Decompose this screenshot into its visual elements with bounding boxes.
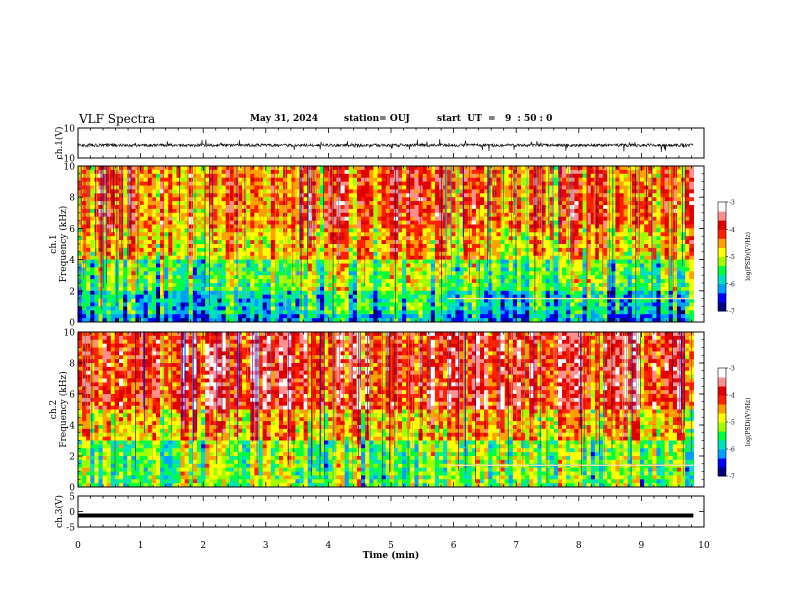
ch2-spectrogram-panel: 0 2 4 6 8 10 ch.2Frequency (kHz)	[49, 329, 705, 494]
xtick-label-1: 1	[138, 541, 144, 551]
ch2-colorbar: -3 -4 -5 -6 -7 log(PSD)(V²/Hz)	[717, 366, 752, 481]
ch1-colorbar-tick-3: -6	[729, 281, 735, 288]
ch1-colorbar: -3 -4 -5 -6 -7 log(PSD)(V²/Hz)	[717, 200, 752, 316]
xtick-label-3: 3	[263, 541, 269, 551]
xtick-label-5: 5	[388, 541, 394, 551]
ch1-spectrogram-ytick-1: 2	[69, 287, 75, 297]
ch1-colorbar-label: log(PSD)(V²/Hz)	[745, 232, 752, 281]
ch2-spectrogram-ytick-3: 6	[69, 391, 75, 401]
ch2-colorbar-tick-1: -4	[729, 393, 735, 400]
ch1-waveform-ylabel: ch.1(V)	[54, 127, 65, 160]
ch1-spectrogram-ytick-3: 6	[69, 225, 75, 235]
ch2-colorbar-tick-3: -6	[729, 447, 735, 454]
ch3-waveform-ytick-2: -5	[66, 524, 75, 534]
xtick-label-7: 7	[513, 541, 519, 551]
xtick-label-2: 2	[200, 541, 206, 551]
ch1-spectrogram-ytick-0: 0	[69, 319, 75, 329]
xtick-label-10: 10	[698, 541, 710, 551]
ch1-spectrogram-ytick-2: 4	[69, 256, 75, 266]
ch1-spectrogram-panel: 0 2 4 6 8 10 ch.1Frequency (kHz)	[49, 163, 705, 329]
ch1-spectrogram-ylabel: ch.1Frequency (kHz)	[49, 206, 69, 283]
ch1-colorbar-tick-0: -3	[729, 200, 735, 207]
ch1-spectrogram-ytick-4: 8	[69, 194, 75, 204]
ch1-colorbar-tick-2: -5	[729, 254, 735, 261]
xtick-label-0: 0	[75, 541, 81, 551]
ch3-waveform-ylabel: ch.3(V)	[54, 495, 65, 528]
x-axis-label: Time (min)	[363, 550, 420, 561]
ch1-spectrogram-ytick-5: 10	[64, 163, 76, 173]
ch2-colorbar-tick-4: -7	[729, 474, 735, 481]
ch1-spectrogram-image	[78, 166, 694, 322]
ch2-colorbar-label: log(PSD)(V²/Hz)	[745, 398, 752, 447]
ch1-waveform-line	[78, 139, 694, 152]
ch1-waveform-ytick-1: -10	[61, 155, 76, 165]
ch2-spectrogram-image	[78, 332, 694, 487]
ch3-waveform-ytick-0: 5	[69, 493, 75, 503]
ch3-waveform-panel: 5 0 -5ch.3(V)	[54, 493, 705, 534]
chart-start-time: start UT = 9 : 50 : 0	[437, 114, 553, 124]
ch2-spectrogram-ylabel: ch.2Frequency (kHz)	[49, 371, 69, 448]
ch2-spectrogram-ytick-0: 0	[69, 484, 75, 494]
xtick-label-4: 4	[326, 541, 332, 551]
ch3-waveform-ytick-1: 0	[69, 508, 75, 518]
chart-date: May 31, 2024	[250, 114, 318, 124]
ch2-spectrogram-ytick-2: 4	[69, 422, 75, 432]
ch2-spectrogram-ytick-4: 8	[69, 360, 75, 370]
ch2-spectrogram-ytick-5: 10	[64, 329, 76, 339]
ch2-colorbar-tick-0: -3	[729, 366, 735, 373]
ch2-colorbar-tick-2: -5	[729, 420, 735, 427]
xtick-label-6: 6	[451, 541, 457, 551]
time-axis: 0 1 2 3 4 5 6 7 8 9 10 Time (min)	[75, 541, 710, 561]
xtick-label-8: 8	[576, 541, 582, 551]
xtick-label-9: 9	[639, 541, 645, 551]
ch1-colorbar-tick-1: -4	[729, 227, 735, 234]
chart-station: station= OUJ	[344, 114, 410, 124]
chart-title: VLF Spectra	[79, 112, 156, 126]
ch1-waveform-ytick-0: 10	[64, 125, 76, 135]
ch2-spectrogram-ytick-1: 2	[69, 453, 75, 463]
ch1-colorbar-tick-4: -7	[729, 309, 735, 316]
